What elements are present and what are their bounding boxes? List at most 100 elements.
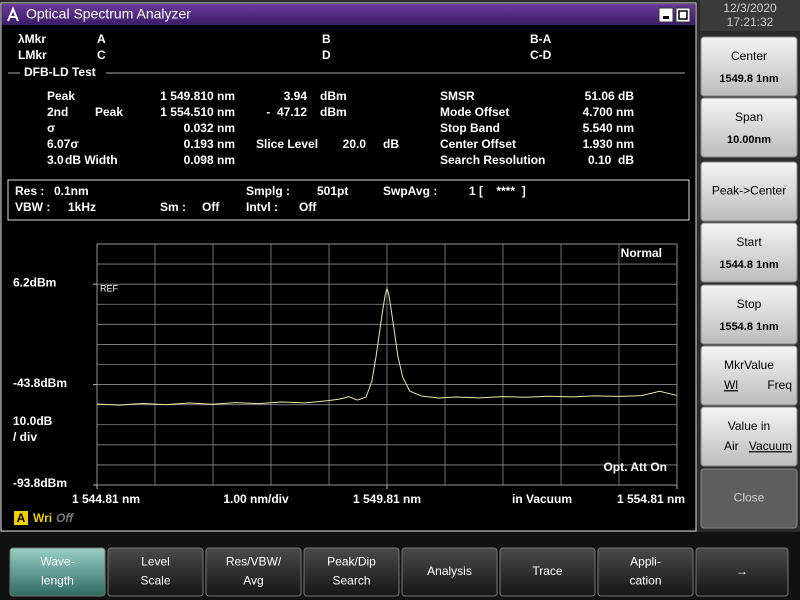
marker-name: C-D [530,48,552,62]
menu-key-label: Appli- [630,555,661,569]
softkey-title: Stop [737,297,762,311]
softkey-value: 1549.8 1nm [719,73,779,85]
menu-key-label: Search [332,574,370,588]
result-value: 0.193 nm [184,137,235,151]
y-tick-label: -43.8dBm [13,376,67,390]
minimize-icon [663,16,669,19]
result-label: Peak [95,105,123,119]
marker-name: B-A [530,32,552,46]
softkey-value: 10.00nm [727,134,771,146]
softkey-option: Vacuum [749,439,792,453]
softkey-option: Wl [724,378,738,392]
menu-key-label: Trace [532,564,563,578]
result-value: 0.098 nm [184,153,235,167]
result-value: 5.540 nm [583,121,634,135]
softkey-title: MkrValue [724,358,774,372]
softkey-title: Peak->Center [712,184,786,198]
write-mode: Wri [33,511,52,525]
menu-key-label: Level [141,555,170,569]
write-state: Off [56,511,74,525]
softkey[interactable] [701,407,797,466]
result-label: 2nd [47,105,68,119]
result-value: 1 554.510 nm [160,105,235,119]
minimize-button[interactable] [659,8,673,22]
marker-name: D [322,48,331,62]
trace-id: A [17,511,26,525]
softkey[interactable] [701,98,797,157]
result-label: Stop Band [440,121,500,135]
result-value: - 47.12 [266,105,307,119]
softkey[interactable] [701,223,797,282]
marker-name: B [322,32,331,46]
x-tick-label: 1 544.81 nm [72,492,140,506]
result-label: SMSR [440,89,475,103]
window-title: Optical Spectrum Analyzer [26,6,191,22]
softkey-value: 1554.8 1nm [719,321,779,333]
softkey-value: 1544.8 1nm [719,259,779,271]
display-mode: Normal [621,246,662,260]
softkey-title: Start [736,235,762,249]
y-tick-label: 6.2dBm [13,275,56,289]
menu-key-label: cation [629,574,661,588]
result-label: Center Offset [440,137,516,151]
result-label: Search Resolution [440,153,545,167]
result-unit: dBm [320,105,347,119]
setting-label: Sm : [160,200,186,214]
maximize-button[interactable] [676,8,690,22]
x-scale-label: 1.00 nm/div [223,492,289,506]
result-value: 20.0 [343,137,367,151]
setting-value: Off [202,200,220,214]
setting-label: VBW : [15,200,50,214]
setting-value: 1 [ **** ] [469,184,526,198]
softkey-option: Freq [767,378,792,392]
y-scale-label: / div [13,430,37,444]
menu-key-label: Avg [243,574,263,588]
wavelength-mode: in Vacuum [512,492,572,506]
softkey-title: Close [734,491,765,505]
y-scale-label: 10.0dB [13,414,53,428]
menu-key-label: Analysis [427,564,472,578]
result-label: σ [47,121,55,135]
menu-key-label: → [736,564,748,578]
setting-value: 0.1nm [54,184,89,198]
result-label: Mode Offset [440,105,509,119]
x-tick-label: 1 554.81 nm [617,492,685,506]
softkey[interactable] [701,346,797,405]
setting-value: 1kHz [68,200,96,214]
softkey[interactable] [701,285,797,344]
x-tick-label: 1 549.81 nm [353,492,421,506]
result-label: Peak [47,89,75,103]
result-label: Slice Level [256,137,318,151]
ref-label: REF [100,283,119,293]
menu-key-label: Scale [140,574,170,588]
menu-key-label: Res/VBW/ [226,555,282,569]
y-tick-label: -93.8dBm [13,476,67,490]
setting-label: Res : [15,184,44,198]
result-value: 3.94 [284,89,308,103]
time: 17:21:32 [727,15,774,29]
softkey-title: Span [735,110,763,124]
result-value: 51.06 dB [585,89,635,103]
softkey-option: Air [724,439,739,453]
result-unit: dB [383,137,399,151]
softkey[interactable] [701,37,797,96]
section-title: DFB-LD Test [24,65,96,79]
result-value: 0.032 nm [184,121,235,135]
result-value: 4.700 nm [583,105,634,119]
setting-label: Intvl : [246,200,278,214]
marker-name: C [97,48,106,62]
result-label: dB Width [65,153,118,167]
softkey-title: Value in [728,419,770,433]
setting-value: 501pt [317,184,348,198]
attenuator-state: Opt. Att On [603,460,667,474]
marker-type: LMkr [18,48,47,62]
setting-label: Smplg : [246,184,290,198]
menu-key-label: Peak/Dip [327,555,376,569]
result-label: 3.0 [47,153,64,167]
marker-type: λMkr [18,32,46,46]
menu-key-label: Wave- [40,555,74,569]
setting-label: SwpAvg : [383,184,437,198]
result-unit: dBm [320,89,347,103]
